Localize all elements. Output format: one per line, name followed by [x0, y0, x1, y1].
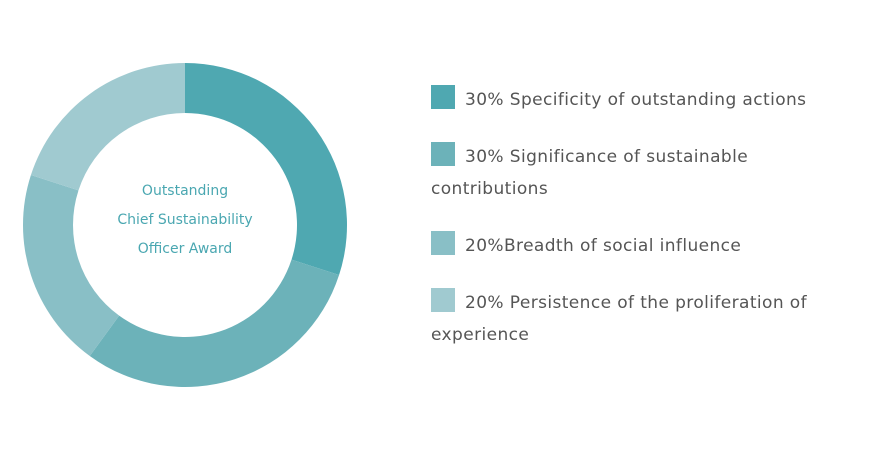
donut-slice-2: [89, 259, 340, 388]
chart-legend: 30% Specificity of outstanding actions 3…: [431, 84, 851, 351]
legend-label: 20% Persistence of the proliferation of …: [431, 293, 807, 345]
legend-item: 30% Significance of sustainable contribu…: [431, 141, 851, 205]
legend-item: 20% Persistence of the proliferation of …: [431, 287, 851, 351]
legend-item: 30% Specificity of outstanding actions: [431, 84, 851, 116]
center-label-line-3: Officer Award: [138, 241, 233, 257]
donut-slice-3: [22, 174, 120, 357]
donut-slices: [22, 63, 348, 388]
legend-swatch: [431, 85, 455, 109]
legend-label: 30% Significance of sustainable contribu…: [431, 147, 749, 199]
legend-label: 20%Breadth of social influence: [465, 236, 742, 256]
donut-slice-4: [30, 63, 185, 191]
legend-swatch: [431, 142, 455, 166]
donut-chart: Outstanding Chief Sustainability Officer…: [20, 60, 350, 390]
legend-label: 30% Specificity of outstanding actions: [465, 90, 807, 110]
donut-slice-1: [185, 63, 348, 276]
center-label-line-2: Chief Sustainability: [117, 212, 252, 228]
legend-swatch: [431, 288, 455, 312]
donut-svg: Outstanding Chief Sustainability Officer…: [22, 63, 348, 388]
legend-swatch: [431, 231, 455, 255]
center-label-line-1: Outstanding: [142, 183, 228, 199]
legend-item: 20%Breadth of social influence: [431, 230, 851, 262]
